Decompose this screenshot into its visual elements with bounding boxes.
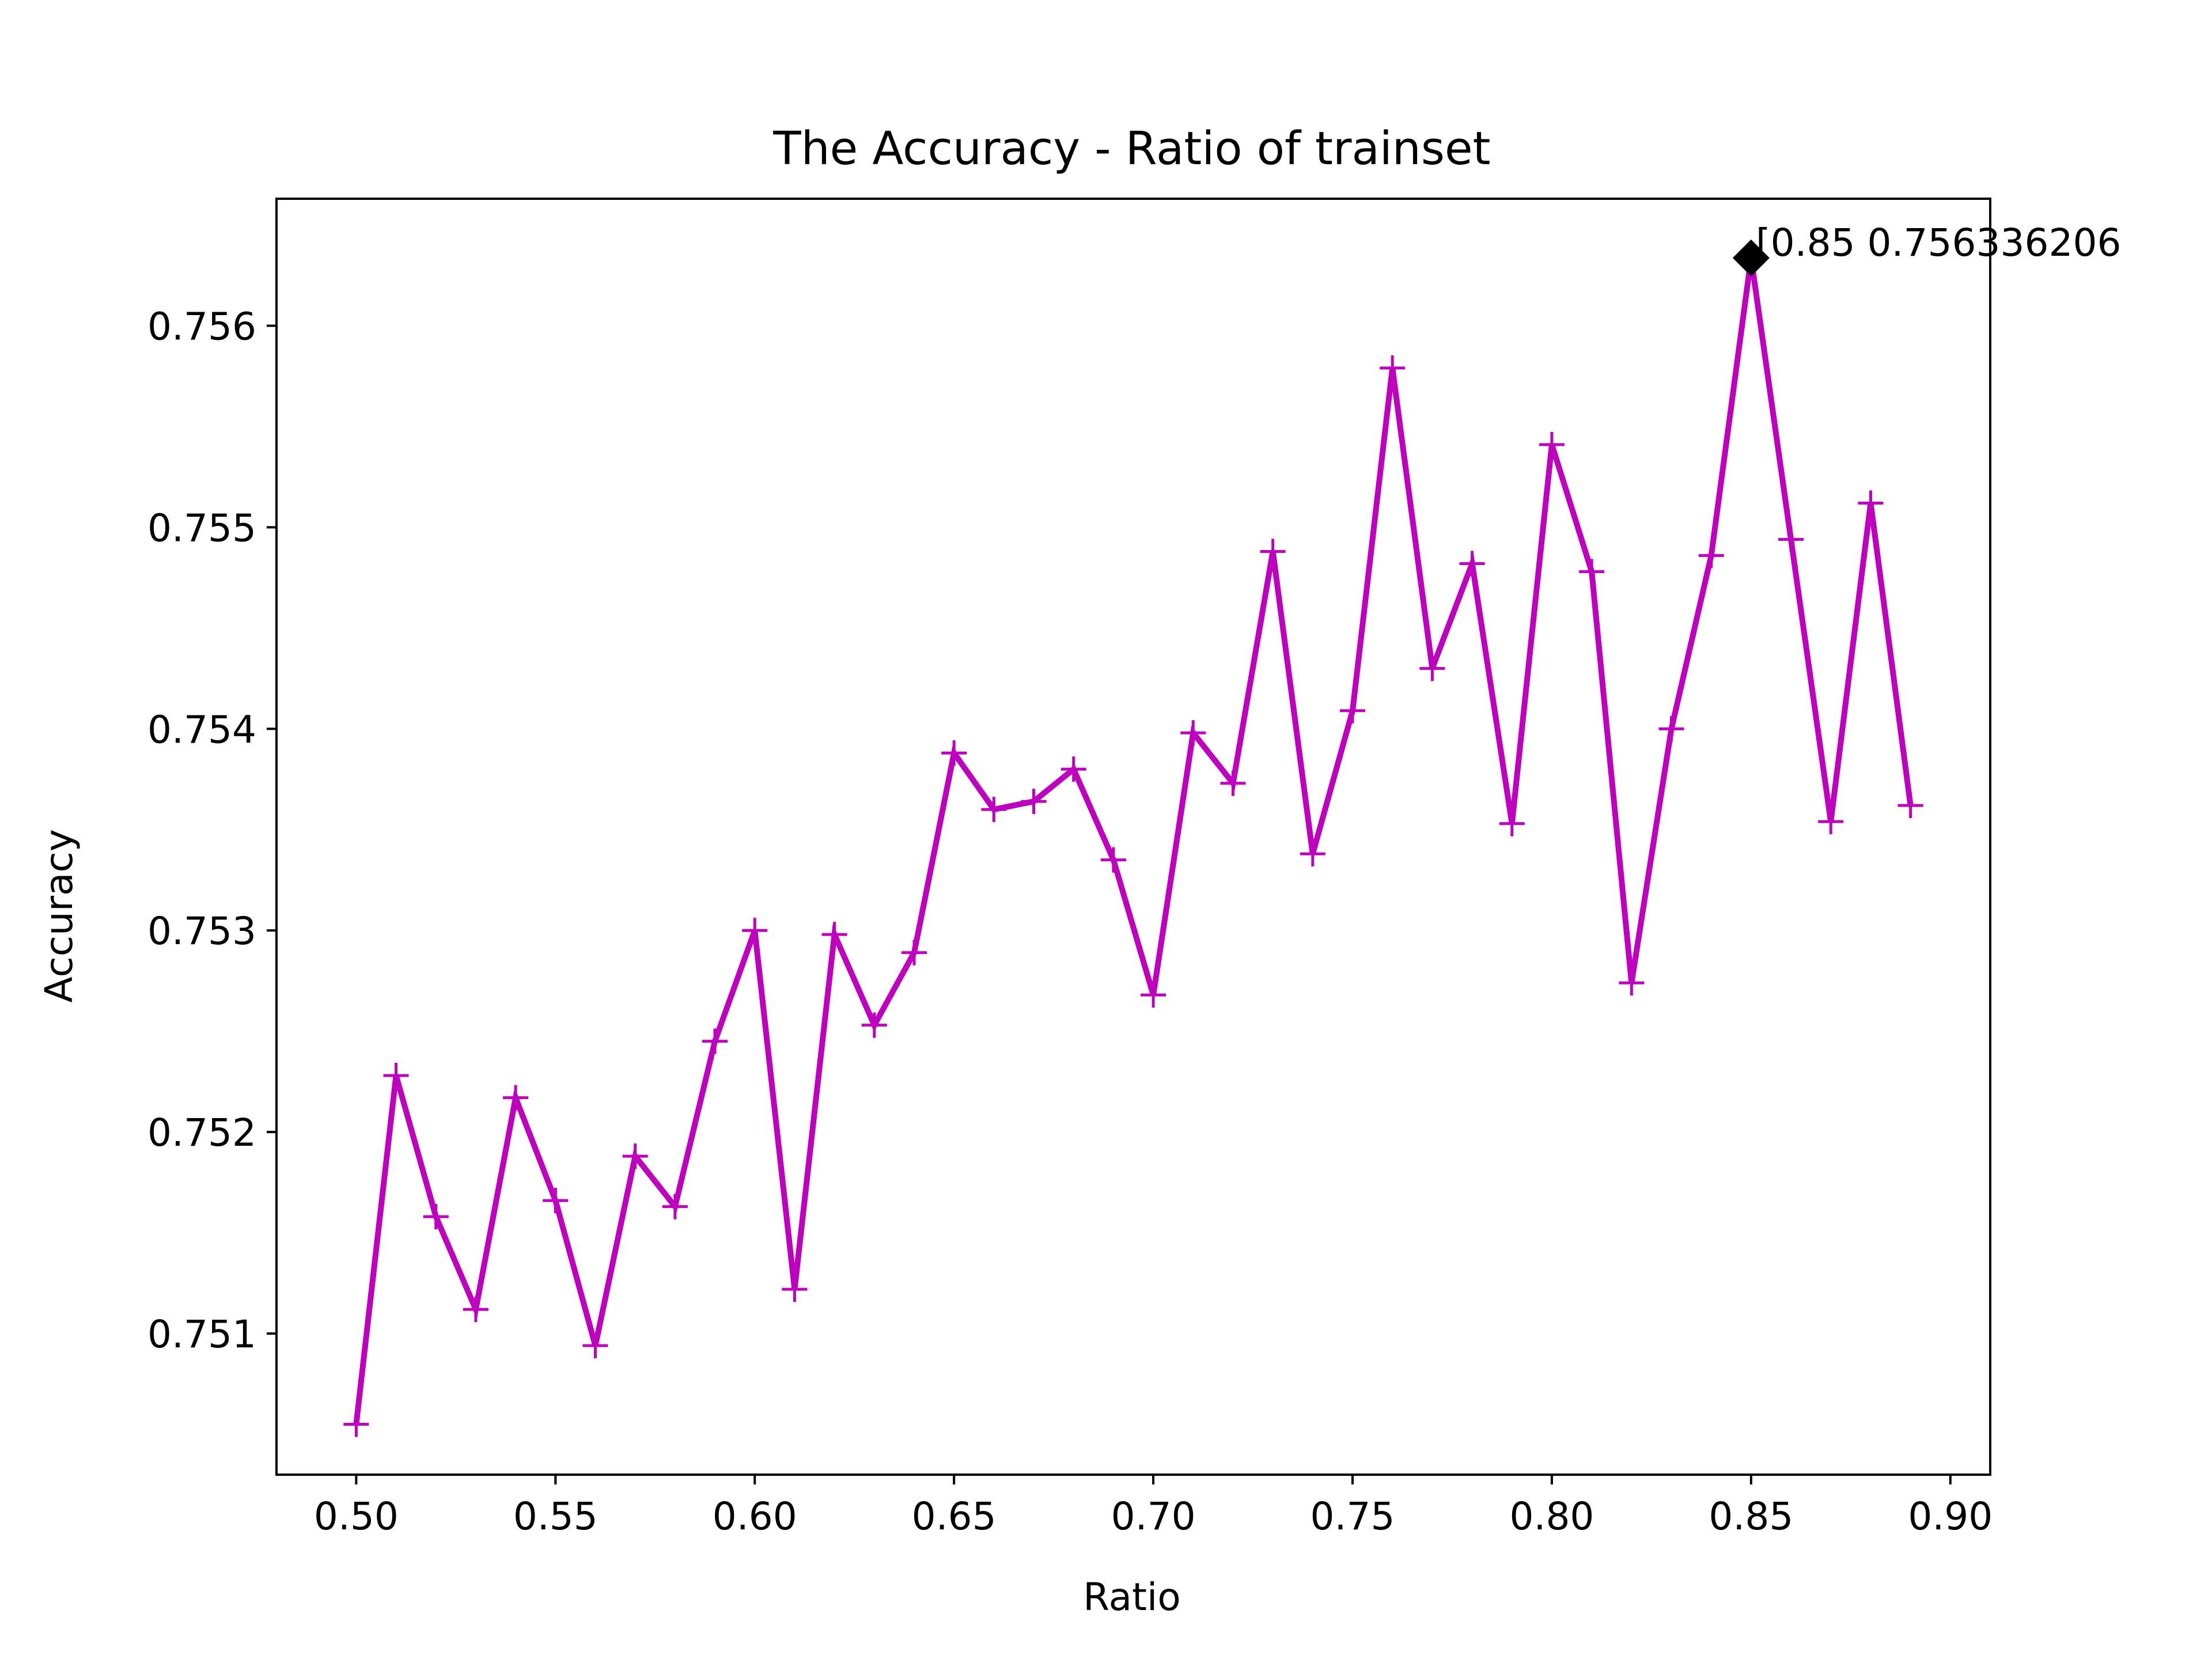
data-point-marker xyxy=(1220,770,1246,796)
series-line xyxy=(353,257,1914,1425)
x-tick-label: 0.75 xyxy=(1310,1494,1395,1539)
chart-title: The Accuracy - Ratio of trainset xyxy=(772,122,1490,175)
data-point-marker xyxy=(383,1063,409,1089)
max-point-diamond xyxy=(1732,239,1770,276)
data-point-marker xyxy=(1658,716,1684,742)
data-point-marker xyxy=(742,918,768,944)
x-tick-label: 0.90 xyxy=(1908,1494,1993,1539)
data-point-marker xyxy=(463,1297,488,1323)
x-tick-label: 0.55 xyxy=(513,1494,598,1539)
data-point-marker xyxy=(1499,810,1525,836)
data-point-marker xyxy=(1021,789,1047,815)
y-tick-label: 0.752 xyxy=(147,1111,256,1155)
plot-frame xyxy=(275,198,1991,1476)
data-point-marker xyxy=(1100,847,1126,873)
data-point-marker xyxy=(1778,527,1804,552)
data-point-marker xyxy=(622,1143,648,1169)
data-point-marker xyxy=(1579,559,1605,585)
data-point-marker xyxy=(1340,698,1366,724)
data-point-marker xyxy=(1380,355,1406,381)
y-axis-title: Accuracy xyxy=(37,829,81,1002)
data-point-marker xyxy=(702,1028,728,1054)
data-point-marker xyxy=(1141,982,1166,1008)
x-tick-label: 0.60 xyxy=(713,1494,797,1539)
x-tick-label: 0.65 xyxy=(912,1494,997,1539)
data-point-marker xyxy=(941,740,967,766)
data-point-marker xyxy=(1459,551,1485,577)
data-point-marker xyxy=(543,1188,569,1214)
data-point-marker xyxy=(1419,656,1445,681)
data-point-marker xyxy=(981,797,1007,823)
x-tick-label: 0.70 xyxy=(1111,1494,1196,1539)
data-point-marker xyxy=(1260,539,1286,565)
data-point-marker xyxy=(582,1333,608,1359)
plot-axes: 0.50 0.55 0.60 0.65 0.70 0.75 0.80 0.85 0.90 0.75… xyxy=(147,198,1993,1539)
data-point-marker xyxy=(1539,431,1565,457)
data-point-marker xyxy=(1619,970,1645,996)
data-point-marker xyxy=(821,922,847,948)
series-accuracy xyxy=(343,245,1923,1437)
data-point-marker xyxy=(1180,720,1206,746)
data-point-marker xyxy=(343,1411,369,1437)
x-tick-label: 0.50 xyxy=(314,1494,399,1539)
data-point-marker xyxy=(782,1277,808,1302)
max-point-label: [0.85 0.756336206 xyxy=(1756,221,2122,265)
data-point-marker xyxy=(1818,809,1844,835)
x-axis-title: Ratio xyxy=(1083,1575,1180,1619)
y-tick-label: 0.753 xyxy=(147,909,256,953)
max-point-annotation: [0.85 0.756336206 xyxy=(1732,221,2122,276)
data-point-marker xyxy=(1858,490,1884,516)
data-point-marker xyxy=(1897,793,1923,819)
data-point-marker xyxy=(423,1204,449,1230)
y-tick-label: 0.754 xyxy=(147,707,256,752)
data-point-marker xyxy=(503,1085,529,1111)
data-point-marker xyxy=(901,940,927,965)
x-tick-label: 0.85 xyxy=(1709,1494,1793,1539)
data-point-marker xyxy=(1698,543,1724,569)
y-tick-label: 0.756 xyxy=(147,304,256,349)
data-point-marker xyxy=(1060,756,1086,782)
data-point-marker xyxy=(861,1012,887,1038)
data-point-marker xyxy=(662,1194,688,1219)
y-tick-label: 0.751 xyxy=(147,1312,256,1357)
x-tick-label: 0.80 xyxy=(1509,1494,1594,1539)
data-point-marker xyxy=(1300,841,1325,867)
y-tick-label: 0.755 xyxy=(147,506,256,550)
